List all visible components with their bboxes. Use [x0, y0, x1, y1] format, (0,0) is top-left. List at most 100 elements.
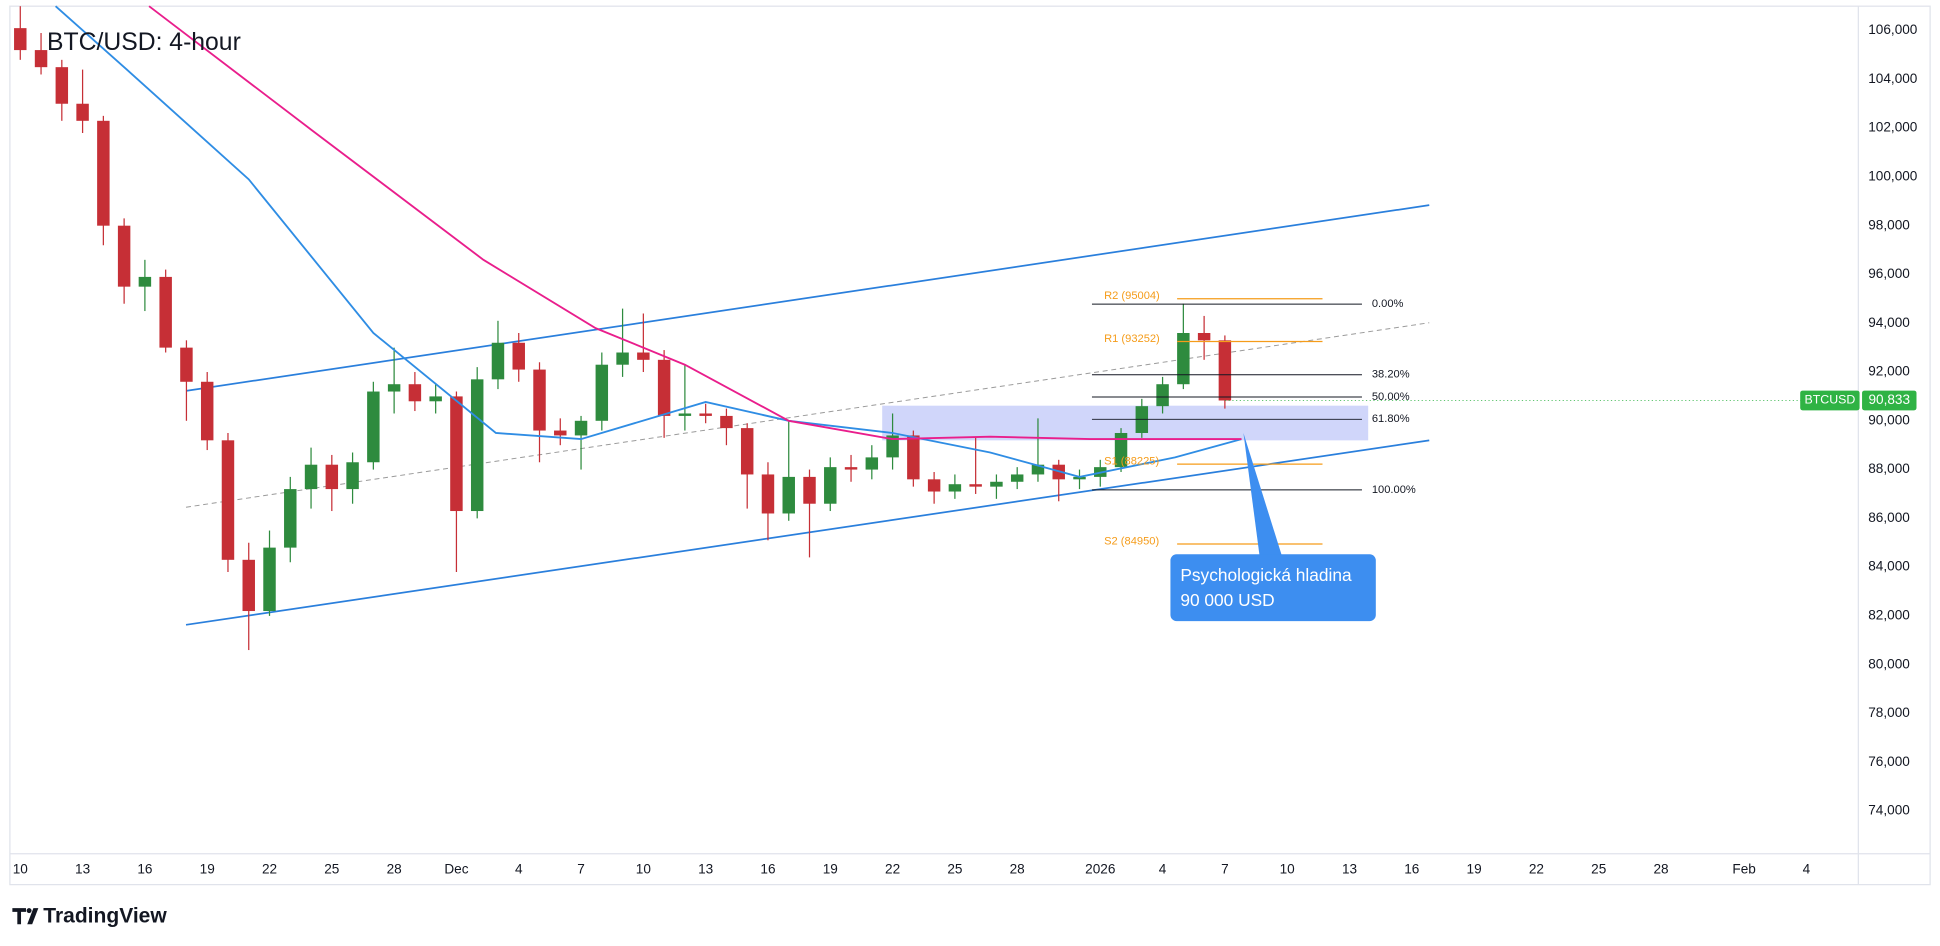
symbol-name: BTCUSD	[1804, 393, 1855, 407]
candle-body	[263, 547, 276, 612]
fib-label: 50.00%	[1372, 391, 1410, 403]
moving-average	[148, 5, 1242, 441]
candle-body	[429, 396, 442, 402]
brand-icon	[12, 908, 39, 925]
candle-body	[117, 225, 131, 287]
y-tick-label: 92,000	[1868, 364, 1910, 379]
x-tick-label: 19	[1467, 861, 1482, 876]
brand-name: TradingView	[43, 904, 167, 927]
candle-body	[1010, 474, 1024, 482]
y-tick-label: 106,000	[1868, 22, 1918, 37]
fib-label: 38.20%	[1372, 369, 1410, 381]
x-tick-label: 16	[760, 861, 775, 876]
x-tick-label: 25	[1591, 861, 1606, 876]
candle-body	[450, 396, 463, 512]
x-tick-label: 13	[698, 861, 713, 876]
candle-body	[803, 476, 816, 504]
x-tick-label: 10	[636, 861, 652, 876]
candle-body	[200, 381, 214, 441]
y-tick-label: 88,000	[1868, 461, 1910, 476]
chart-title: BTC/USD: 4-hour	[47, 29, 241, 56]
x-tick-label: 16	[137, 861, 152, 876]
brand-logo: TradingView	[12, 904, 167, 927]
channel-line	[185, 204, 1430, 392]
x-tick-label: 13	[75, 861, 90, 876]
candle-body	[284, 489, 297, 548]
price-label: 90,833	[1868, 392, 1910, 407]
y-tick-label: 90,000	[1868, 412, 1910, 427]
brand-icon	[26, 908, 32, 914]
y-tick-label: 74,000	[1868, 803, 1910, 818]
candle-body	[512, 342, 525, 370]
candle-body	[1177, 332, 1190, 385]
candle-body	[1197, 332, 1211, 341]
candle-body	[533, 369, 546, 431]
candle-body	[699, 413, 712, 416]
price-tag	[1862, 390, 1917, 411]
fib-label: 61.80%	[1372, 413, 1410, 425]
symbol-tag	[1800, 390, 1860, 411]
chart-frame	[9, 5, 1931, 886]
candle-body	[1031, 464, 1045, 475]
x-tick-label: 16	[1404, 861, 1419, 876]
pivot-label: R1 (93252)	[1104, 333, 1160, 345]
x-tick-label: 19	[200, 861, 215, 876]
x-tick-label: 22	[262, 861, 277, 876]
x-tick-label: 25	[947, 861, 962, 876]
pivot-label: S2 (84950)	[1104, 535, 1159, 547]
candle-body	[1218, 340, 1232, 401]
candle-body	[1073, 476, 1086, 480]
x-tick-label: 4	[1159, 861, 1167, 876]
y-tick-label: 94,000	[1868, 315, 1910, 330]
candle-body	[491, 342, 505, 380]
candle-body	[637, 352, 650, 360]
candle-body	[740, 428, 754, 475]
candle-body	[616, 352, 629, 365]
fib-label: 100.00%	[1372, 484, 1416, 496]
x-tick-label: 10	[1280, 861, 1296, 876]
candle-body	[720, 415, 733, 429]
pivot-label: R2 (95004)	[1104, 290, 1160, 302]
candle-body	[969, 484, 982, 487]
annotation-callout: Psychologická hladina 90 000 USD	[1170, 433, 1376, 622]
candle-body	[325, 464, 339, 490]
candle-body	[159, 276, 172, 348]
x-tick-label: 22	[1529, 861, 1544, 876]
x-tick-label: 13	[1342, 861, 1357, 876]
candle-body	[574, 420, 588, 436]
x-tick-label: 2026	[1085, 861, 1115, 876]
candle-body	[657, 359, 671, 416]
channel-line	[185, 439, 1430, 626]
candle-body	[678, 413, 692, 416]
x-tick-label: 4	[1803, 861, 1811, 876]
candle-body	[34, 50, 48, 68]
x-tick-label: 28	[387, 861, 402, 876]
candle-body	[865, 457, 879, 470]
candle-body	[1156, 384, 1169, 407]
candle-body	[408, 384, 422, 402]
candle-body	[242, 559, 255, 612]
moving-average	[54, 5, 1242, 478]
y-tick-label: 82,000	[1868, 608, 1910, 623]
midline	[185, 322, 1430, 508]
candle-body	[97, 120, 110, 226]
x-tick-label: Dec	[444, 861, 468, 876]
candle-body	[886, 435, 899, 458]
candle-body	[470, 379, 484, 512]
callout-text: Psychologická hladina	[1180, 565, 1352, 585]
y-tick-label: 104,000	[1868, 71, 1918, 86]
x-tick-label: 22	[885, 861, 900, 876]
candle-body	[14, 28, 27, 51]
candle-body	[907, 435, 920, 480]
x-tick-label: 7	[577, 861, 585, 876]
x-tick-label: 25	[324, 861, 339, 876]
candle-body	[782, 476, 795, 514]
x-tick-label: 10	[13, 861, 29, 876]
y-tick-label: 80,000	[1868, 656, 1910, 671]
candle-body	[844, 467, 858, 470]
candle-body	[387, 384, 401, 392]
x-tick-label: 7	[1221, 861, 1229, 876]
candle-body	[824, 467, 837, 504]
